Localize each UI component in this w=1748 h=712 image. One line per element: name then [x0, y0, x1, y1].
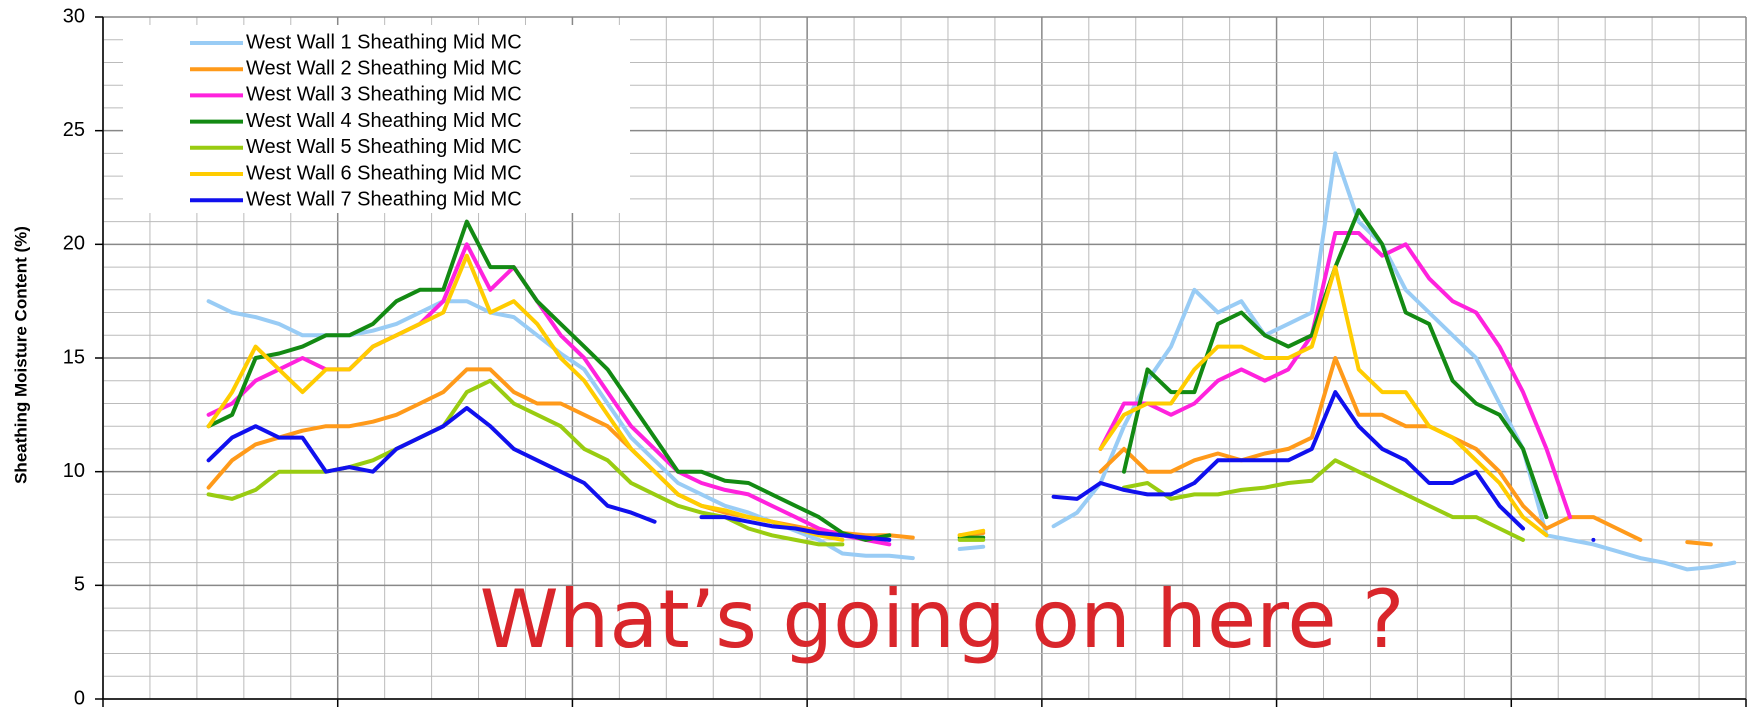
series-line [206, 231, 1572, 547]
annotation: What’s going on here ? [480, 573, 1405, 666]
legend-label: West Wall 2 Sheathing Mid MC [246, 57, 522, 79]
series-line [206, 356, 1713, 547]
series-line [206, 378, 1525, 547]
y-axis-label: Sheathing Moisture Content (%) [11, 226, 30, 484]
y-tick-label: 15 [63, 346, 85, 368]
legend-label: West Wall 1 Sheathing Mid MC [246, 31, 522, 53]
grid: 0 5 10 15 20 25 30 [63, 5, 1747, 709]
legend: West Wall 1 Sheathing Mid MC West Wall 2 … [123, 25, 630, 213]
legend-box [123, 25, 630, 213]
y-tick-label: 30 [63, 5, 85, 27]
y-tick-label: 0 [74, 687, 85, 709]
y-tick-label: 20 [63, 233, 85, 255]
series-line [206, 208, 1549, 542]
legend-label: West Wall 4 Sheathing Mid MC [246, 110, 522, 132]
legend-label: West Wall 6 Sheathing Mid MC [246, 162, 522, 184]
series-line [206, 390, 1596, 542]
y-tick-label: 10 [63, 460, 85, 482]
legend-label: West Wall 7 Sheathing Mid MC [246, 188, 522, 210]
lines [206, 151, 1737, 572]
legend-label: West Wall 5 Sheathing Mid MC [246, 136, 522, 158]
legend-label: West Wall 3 Sheathing Mid MC [246, 84, 522, 106]
y-tick-label: 5 [74, 574, 85, 596]
y-tick-label: 25 [63, 119, 85, 141]
series-line [206, 253, 1549, 542]
